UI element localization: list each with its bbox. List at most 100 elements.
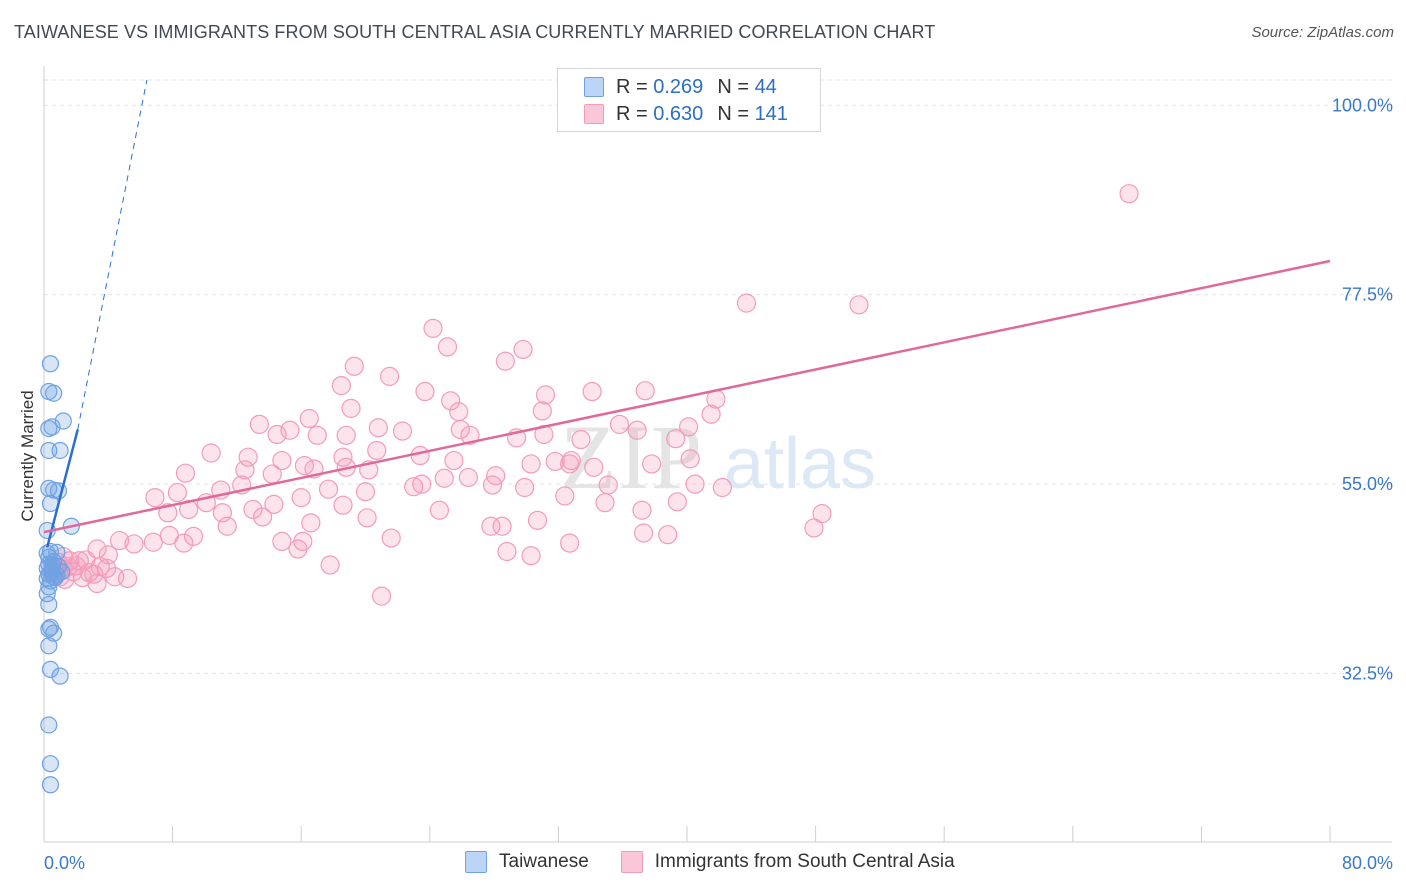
data-point-immigrants [679,417,699,437]
series-legend: Taiwanese Immigrants from South Central … [465,851,987,873]
data-point-immigrants [331,376,351,396]
data-point-immigrants [264,494,284,514]
data-point-taiwanese [40,382,58,401]
data-point-immigrants [532,401,552,421]
data-point-immigrants [183,526,204,546]
taiwanese-swatch [465,851,487,873]
watermark-atlas: atlas [724,424,876,504]
source-credit: Source: ZipAtlas.com [1251,24,1394,41]
data-point-immigrants [158,503,178,523]
data-point-immigrants [595,493,615,513]
y-tick-label: 77.5% [1342,285,1393,305]
taiwanese-points [38,355,80,794]
n-label: N = [717,75,749,98]
data-point-immigrants [201,443,221,463]
data-point-immigrants [460,425,480,445]
watermark: ZIP atlas [560,406,876,508]
data-point-immigrants [437,337,458,357]
data-point-taiwanese [41,755,60,773]
data-point-immigrants [238,447,258,467]
data-point-taiwanese [41,660,60,678]
data-point-immigrants [736,293,757,313]
trendlines [43,79,1331,548]
data-point-immigrants [545,451,565,472]
data-point-immigrants [633,523,654,543]
data-point-immigrants [423,318,443,338]
data-point-immigrants [527,510,548,530]
data-point-immigrants [299,408,319,429]
r-label: R = [616,75,648,98]
data-point-immigrants [344,356,364,376]
legend-row-immigrants: R = 0.630 N = 141 [584,101,788,127]
data-point-immigrants [368,418,388,438]
data-point-immigrants [320,555,340,575]
y-tick-label: 32.5% [1342,664,1393,684]
data-point-immigrants [367,440,387,461]
r-label: R = [616,102,648,125]
data-point-immigrants [685,474,705,494]
data-point-taiwanese [45,624,63,642]
data-point-immigrants [658,525,678,545]
data-point-immigrants [849,295,869,315]
x-tick-label: 0.0% [44,853,85,873]
trendline-taiwanese [46,429,79,548]
data-point-taiwanese [40,637,58,655]
data-point-immigrants [174,533,194,553]
data-point-immigrants [515,477,535,498]
x-tick-label: 80.0% [1342,853,1393,873]
data-point-immigrants [333,495,353,515]
correlation-legend: R = 0.269 N = 44 R = 0.630 N = 141 [557,68,821,132]
data-point-immigrants [535,385,556,405]
data-point-immigrants [307,425,327,445]
data-point-immigrants [357,508,377,528]
data-point-taiwanese [51,667,69,685]
data-point-immigrants [635,381,655,401]
data-point-taiwanese [40,419,58,438]
data-point-immigrants [571,429,591,450]
data-point-immigrants [450,419,470,440]
data-point-immigrants [175,463,196,483]
y-axis-label: Currently Married [18,390,37,522]
data-point-immigrants [167,482,188,503]
data-point-immigrants [642,454,662,474]
data-point-immigrants [404,477,424,497]
data-point-immigrants [441,391,461,411]
data-point-immigrants [497,541,517,562]
legend-item-taiwanese[interactable]: Taiwanese [465,851,589,873]
data-point-immigrants [280,420,300,440]
legend-item-immigrants[interactable]: Immigrants from South Central Asia [620,851,955,873]
data-point-immigrants [444,450,464,471]
axes [43,66,1392,843]
legend-row-taiwanese: R = 0.269 N = 44 [584,74,777,100]
data-point-immigrants [632,500,652,520]
data-point-immigrants [243,499,263,520]
data-point-immigrants [145,488,165,508]
data-point-immigrants [680,449,700,469]
data-point-taiwanese [43,556,61,574]
data-point-immigrants [143,532,163,552]
data-point-immigrants [521,546,541,566]
n-label: N = [717,102,749,125]
data-point-immigrants [291,488,311,508]
data-point-immigrants [812,504,832,524]
data-point-immigrants [458,467,478,488]
taiwanese-n-value: 44 [754,75,777,98]
data-point-immigrants [392,421,413,441]
data-point-immigrants [381,528,401,548]
data-point-immigrants [235,460,255,480]
data-point-immigrants [667,492,687,512]
data-point-immigrants [272,450,292,471]
data-point-immigrants [117,568,138,589]
data-point-immigrants [371,586,392,606]
data-point-immigrants [415,381,435,402]
data-point-immigrants [555,486,575,506]
data-point-taiwanese [40,479,58,497]
immigrants-swatch [620,851,643,873]
immigrants-swatch [584,104,604,124]
data-point-taiwanese [38,585,56,603]
data-point-immigrants [301,513,321,533]
data-point-immigrants [560,454,580,474]
data-point-immigrants [584,457,604,477]
data-point-immigrants [701,404,721,424]
